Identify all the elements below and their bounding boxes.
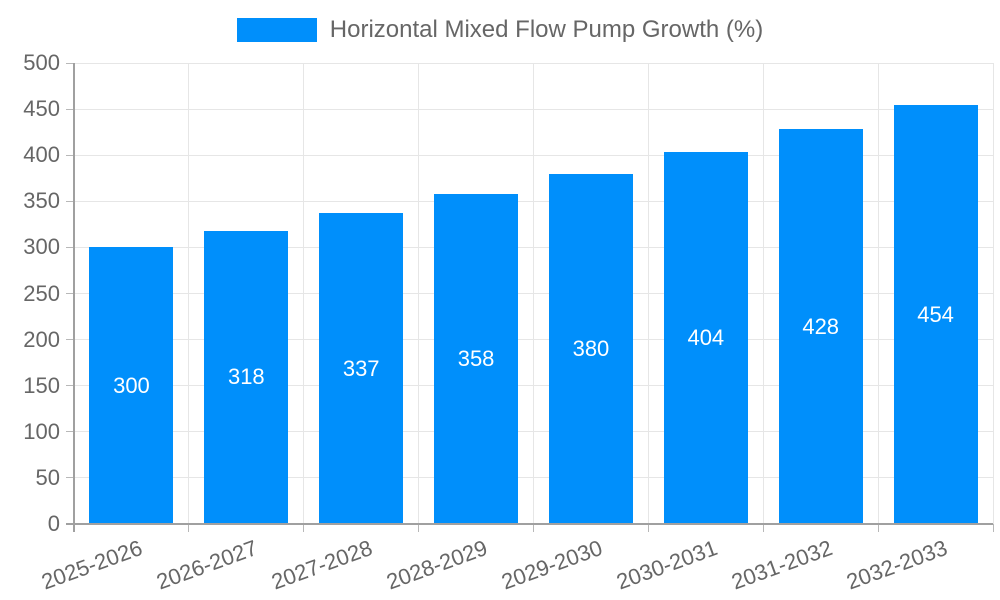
bar-value-label: 454 (917, 301, 954, 327)
x-gridline (418, 63, 420, 524)
bar-value-label: 358 (457, 345, 495, 371)
bar-value-label: 318 (227, 364, 265, 390)
y-tick-label: 100 (23, 418, 60, 444)
bar[interactable] (778, 129, 863, 523)
x-tick-mark (762, 524, 764, 532)
x-gridline (533, 63, 534, 524)
y-tick-mark (66, 385, 74, 387)
y-tick-label: 150 (23, 372, 60, 398)
chart-legend[interactable]: Horizontal Mixed Flow Pump Growth (%) (0, 16, 1000, 44)
bar-value-label: 380 (572, 335, 610, 361)
y-tick-label: 250 (23, 280, 60, 306)
y-tick-label: 0 (47, 511, 60, 536)
x-tick-mark (533, 524, 534, 532)
bar[interactable] (434, 193, 519, 523)
y-tick-label: 200 (23, 326, 60, 352)
x-gridline (188, 63, 190, 524)
y-tick-mark (66, 200, 74, 202)
y-tick-mark (66, 62, 74, 64)
y-tick-label: 350 (23, 188, 60, 214)
x-gridline (762, 63, 764, 524)
y-tick-label: 450 (23, 96, 60, 122)
y-tick-label: 500 (23, 50, 60, 75)
x-axis-line (66, 523, 993, 525)
bar-value-label: 337 (342, 355, 380, 381)
legend-label: Horizontal Mixed Flow Pump Growth (%) (329, 16, 764, 43)
y-tick-mark (66, 339, 74, 341)
x-tick-mark (877, 524, 879, 532)
bar[interactable] (89, 247, 174, 523)
y-tick-label: 300 (23, 234, 60, 260)
y-tick-label: 50 (35, 464, 60, 490)
x-gridline (647, 63, 649, 524)
x-gridline (992, 63, 994, 524)
x-tick-mark (188, 524, 190, 532)
x-tick-mark (418, 524, 420, 532)
legend-swatch (236, 18, 317, 42)
y-tick-mark (66, 246, 74, 248)
y-tick-mark (66, 477, 74, 479)
x-tick-mark (992, 524, 994, 532)
bar[interactable] (893, 105, 978, 523)
bar-value-label: 428 (802, 313, 840, 339)
y-tick-mark (66, 431, 74, 433)
bar[interactable] (663, 151, 748, 523)
y-tick-label: 400 (23, 142, 60, 168)
y-axis-line (73, 63, 75, 532)
y-tick-mark (66, 154, 74, 156)
bar[interactable] (319, 213, 404, 523)
x-gridline (877, 63, 879, 524)
bar[interactable] (548, 173, 633, 523)
x-tick-mark (647, 524, 649, 532)
x-tick-mark (303, 524, 305, 532)
x-gridline (303, 63, 305, 524)
bar-value-label: 404 (687, 324, 725, 350)
y-tick-mark (66, 293, 74, 294)
bar-value-label: 300 (113, 372, 150, 398)
y-tick-mark (66, 108, 74, 110)
bar[interactable] (204, 230, 289, 523)
